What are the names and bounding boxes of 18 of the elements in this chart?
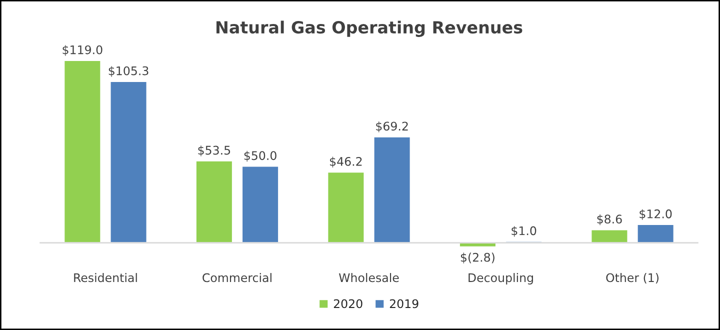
data-label: $119.0	[62, 45, 102, 56]
data-label: $(2.8)	[460, 252, 494, 264]
legend-label: 2020	[334, 299, 362, 308]
data-label: $50.0	[244, 150, 276, 162]
data-label: $1.0	[512, 226, 536, 237]
x-tick-label: Commercial	[202, 273, 272, 282]
data-label: $69.2	[376, 121, 408, 132]
data-label: $46.2	[330, 156, 362, 168]
legend-label: 2019	[390, 299, 418, 308]
x-tick-label: Other (1)	[606, 273, 659, 284]
data-label: $105.3	[108, 66, 148, 77]
data-label: $53.5	[198, 146, 230, 156]
x-tick-label: Decoupling	[468, 273, 533, 284]
x-tick-label: Wholesale	[338, 273, 399, 282]
data-label: $8.6	[597, 214, 622, 226]
x-tick-label: Residential	[74, 273, 137, 282]
data-label: $12.0	[640, 209, 672, 220]
chart-title: Natural Gas Operating Revenues	[216, 20, 522, 37]
